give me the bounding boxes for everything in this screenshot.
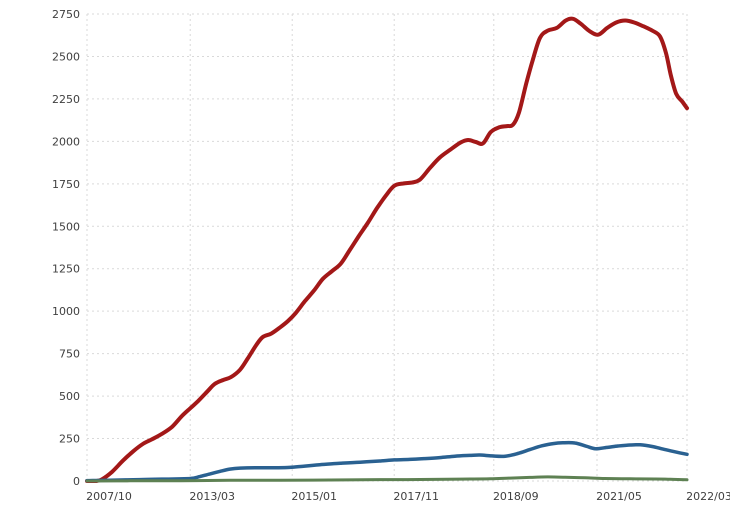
y-axis-tick-label: 500	[59, 390, 80, 403]
y-axis-tick-label: 2750	[52, 8, 80, 21]
x-axis-tick-label: 2022/03	[686, 490, 730, 503]
x-axis-tick-label: 2007/10	[86, 490, 132, 503]
y-axis-tick-label: 250	[59, 433, 80, 446]
x-axis-tick-label: 2017/11	[393, 490, 439, 503]
series-line-green	[85, 475, 689, 483]
series-line-blue	[85, 440, 689, 483]
x-axis-tick-label: 2018/09	[493, 490, 539, 503]
y-axis-tick-label: 2500	[52, 50, 80, 63]
y-axis-tick-label: 2250	[52, 93, 80, 106]
x-axis-tick-label: 2013/03	[189, 490, 235, 503]
x-axis-tick-label: 2015/01	[291, 490, 337, 503]
x-axis-tick-label: 2021/05	[596, 490, 642, 503]
y-axis-tick-label: 0	[73, 475, 80, 488]
y-axis-tick-label: 2000	[52, 135, 80, 148]
y-axis-tick-label: 1750	[52, 178, 80, 191]
y-axis-tick-label: 1500	[52, 220, 80, 233]
series-line-dark-red	[85, 16, 689, 483]
y-axis-tick-label: 1250	[52, 263, 80, 276]
y-axis-tick-label: 750	[59, 348, 80, 361]
y-axis-tick-label: 1000	[52, 305, 80, 318]
